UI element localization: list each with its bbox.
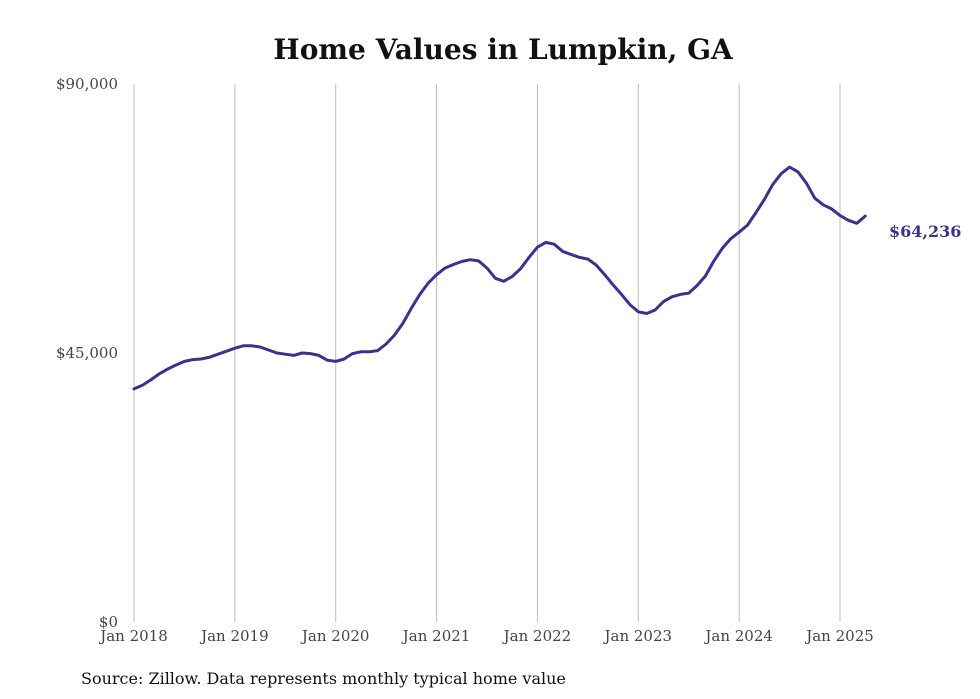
source-note: Source: Zillow. Data represents monthly …	[81, 669, 566, 688]
x-tick-label: Jan 2025	[804, 627, 874, 645]
x-tick-label: Jan 2018	[98, 627, 168, 645]
x-axis-ticks: Jan 2018 Jan 2019 Jan 2020 Jan 2021 Jan 2022…	[98, 627, 874, 645]
y-tick-label: $0	[99, 613, 118, 631]
x-tick-label: Jan 2023	[603, 627, 673, 645]
x-tick-label: Jan 2022	[502, 627, 572, 645]
x-tick-label: Jan 2021	[401, 627, 471, 645]
series-line-home-value	[132, 165, 867, 391]
end-value-label: $64,236	[889, 222, 961, 241]
y-axis-ticks: $0 $45,000 $90,000	[56, 75, 118, 631]
gridlines	[133, 84, 841, 622]
y-tick-label: $90,000	[56, 75, 118, 93]
x-tick-label: Jan 2019	[199, 627, 269, 645]
x-tick-label: Jan 2020	[300, 627, 370, 645]
x-tick-label: Jan 2024	[703, 627, 773, 645]
y-tick-label: $45,000	[56, 344, 118, 362]
chart-title: Home Values in Lumpkin, GA	[273, 33, 734, 66]
series-group	[132, 165, 867, 391]
